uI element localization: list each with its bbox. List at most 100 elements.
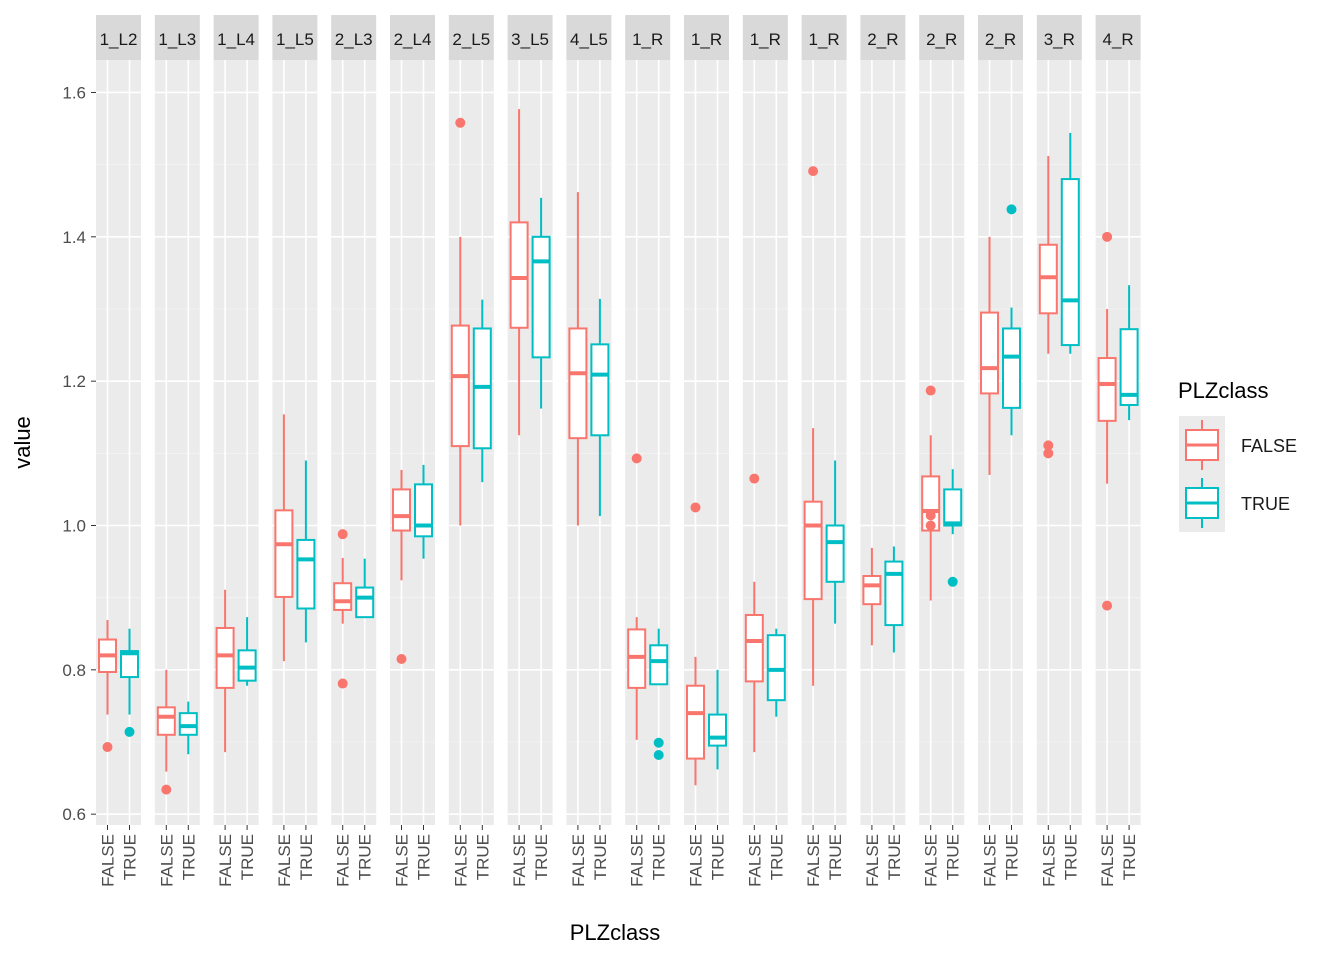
box-iqr bbox=[156, 706, 176, 736]
x-tick-label: TRUE bbox=[944, 834, 963, 880]
x-tick-label: FALSE bbox=[216, 834, 235, 887]
y-axis-title: value bbox=[10, 416, 35, 469]
panel-background bbox=[566, 60, 612, 825]
box-iqr bbox=[392, 488, 411, 532]
panel-background bbox=[625, 60, 671, 825]
x-tick-label: TRUE bbox=[356, 834, 375, 880]
facet-strip bbox=[331, 15, 377, 60]
outlier-point bbox=[337, 529, 348, 540]
facet-panel: 3_L5 FALSE TRUE bbox=[507, 15, 553, 887]
legend-entry-label: TRUE bbox=[1241, 494, 1290, 514]
outlier-point bbox=[653, 749, 664, 760]
box-iqr bbox=[649, 644, 669, 686]
x-tick-label: FALSE bbox=[687, 834, 706, 887]
x-tick-label: TRUE bbox=[1061, 834, 1080, 880]
x-tick-label: FALSE bbox=[510, 834, 529, 887]
facet-panel: 1_L5 FALSE TRUE bbox=[272, 15, 318, 887]
facet-panel: 2_L4 FALSE TRUE bbox=[390, 15, 435, 887]
box-iqr bbox=[178, 712, 198, 736]
panel-background bbox=[507, 60, 553, 825]
box-iqr bbox=[943, 488, 963, 527]
facet-strip-label: 2_R bbox=[926, 30, 957, 49]
facet-panel: 4_R FALSE TRUE bbox=[1095, 15, 1141, 887]
facet-strip bbox=[919, 15, 965, 60]
panel-background bbox=[801, 60, 847, 825]
outlier-point bbox=[1102, 231, 1113, 242]
facet-panel: 1_L3 FALSE TRUE bbox=[154, 15, 200, 887]
box-iqr bbox=[590, 343, 610, 437]
panel-background bbox=[742, 60, 788, 825]
facet-panel: 2_L3 FALSE TRUE bbox=[331, 15, 377, 887]
facet-strip-label: 4_L5 bbox=[570, 30, 608, 49]
x-tick-label: TRUE bbox=[238, 834, 257, 880]
facet-panel: 1_R FALSE TRUE bbox=[801, 15, 847, 887]
x-tick-label: FALSE bbox=[981, 834, 1000, 887]
facet-strip bbox=[801, 15, 847, 60]
y-tick-label: 0.6 bbox=[62, 805, 86, 824]
facet-strip bbox=[860, 15, 906, 60]
facet-strip bbox=[566, 15, 612, 60]
facet-strip bbox=[1095, 15, 1141, 60]
facet-panel: 1_R FALSE TRUE bbox=[625, 15, 671, 887]
legend-key bbox=[1179, 474, 1225, 532]
facet-strip bbox=[742, 15, 788, 60]
legend-title: PLZclass bbox=[1178, 378, 1268, 403]
outlier-point bbox=[161, 784, 172, 795]
x-tick-label: TRUE bbox=[826, 834, 845, 880]
y-tick-label: 1.2 bbox=[62, 372, 86, 391]
box-iqr bbox=[686, 684, 705, 760]
box-iqr bbox=[531, 235, 551, 359]
facet-strip-label: 2_L3 bbox=[335, 30, 373, 49]
y-tick-label: 1.0 bbox=[62, 516, 86, 535]
panel-background bbox=[860, 60, 906, 825]
box-iqr bbox=[296, 538, 316, 610]
box-iqr bbox=[450, 324, 470, 448]
x-tick-label: TRUE bbox=[297, 834, 316, 880]
box-iqr bbox=[1060, 178, 1080, 347]
box-iqr bbox=[884, 560, 904, 627]
panel-background bbox=[390, 60, 435, 825]
box-iqr bbox=[708, 713, 727, 747]
facet-strip bbox=[978, 15, 1023, 60]
facet-strip-label: 2_L4 bbox=[394, 30, 432, 49]
facet-strip-label: 1_L4 bbox=[217, 30, 255, 49]
outlier-point bbox=[925, 520, 936, 531]
y-tick-label: 1.6 bbox=[62, 83, 86, 102]
panel-background bbox=[272, 60, 318, 825]
panel-background bbox=[1036, 60, 1082, 825]
x-tick-label: TRUE bbox=[885, 834, 904, 880]
x-tick-label: FALSE bbox=[393, 834, 412, 887]
outlier-point bbox=[455, 117, 466, 128]
box-iqr bbox=[744, 613, 764, 683]
facet-strip-label: 4_R bbox=[1103, 30, 1134, 49]
x-tick-label: FALSE bbox=[628, 834, 647, 887]
box-iqr bbox=[333, 582, 353, 611]
facet-strip-label: 1_L5 bbox=[276, 30, 314, 49]
facet-strip-label: 1_R bbox=[809, 30, 840, 49]
facet-strip bbox=[1036, 15, 1082, 60]
outlier-point bbox=[1043, 448, 1054, 459]
outlier-point bbox=[396, 654, 407, 665]
x-tick-label: FALSE bbox=[451, 834, 470, 887]
facet-strip bbox=[213, 15, 259, 60]
x-axis-title: PLZclass bbox=[570, 920, 660, 945]
facet-strip-label: 1_R bbox=[632, 30, 663, 49]
facet-panel: 2_L5 FALSE TRUE bbox=[448, 15, 494, 887]
outlier-point bbox=[1043, 440, 1054, 451]
panel-background bbox=[96, 60, 141, 825]
outlier-point bbox=[653, 737, 664, 748]
x-tick-label: TRUE bbox=[650, 834, 669, 880]
facet-strip bbox=[390, 15, 435, 60]
outlier-point bbox=[1102, 600, 1113, 611]
box-iqr bbox=[274, 509, 294, 598]
x-tick-label: TRUE bbox=[179, 834, 198, 880]
x-tick-label: TRUE bbox=[709, 834, 728, 880]
outlier-point bbox=[631, 453, 642, 464]
facet-strip bbox=[272, 15, 318, 60]
facet-strip bbox=[448, 15, 494, 60]
outlier-point bbox=[749, 473, 760, 484]
y-tick-label: 1.4 bbox=[62, 228, 86, 247]
x-tick-label: TRUE bbox=[121, 834, 140, 880]
